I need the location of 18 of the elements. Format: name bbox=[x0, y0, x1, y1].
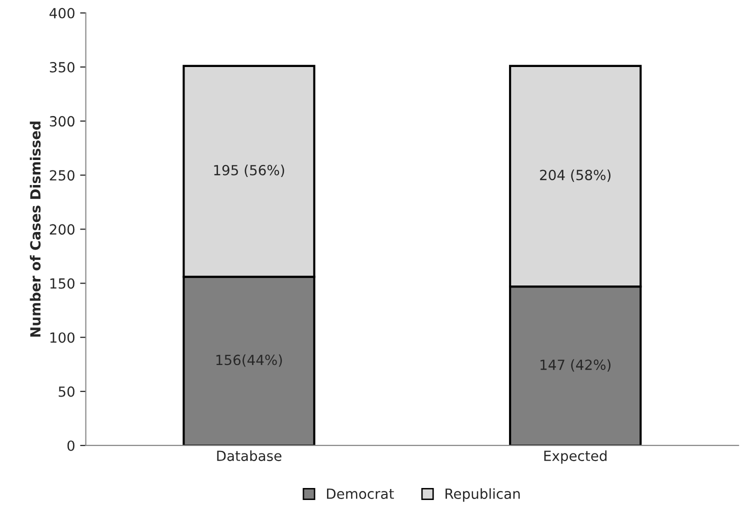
legend-label: Republican bbox=[446, 488, 520, 502]
y-tick-label: 150 bbox=[50, 278, 74, 289]
y-tick-label: 100 bbox=[50, 332, 74, 343]
data-label: 204 (58%) bbox=[540, 170, 610, 182]
data-label: 195 (56%) bbox=[214, 164, 284, 178]
y-tick-label: 250 bbox=[50, 170, 74, 181]
legend-label: Democrat bbox=[327, 488, 394, 500]
data-label: 147 (42%) bbox=[540, 359, 610, 372]
y-tick-label: 300 bbox=[50, 116, 74, 127]
y-tick-label: 0 bbox=[67, 440, 74, 451]
y-tick-label: 200 bbox=[50, 224, 74, 235]
x-tick-label: Database bbox=[217, 450, 282, 462]
x-tick-label: Expected bbox=[544, 450, 606, 464]
y-tick-label: 350 bbox=[50, 62, 74, 72]
y-tick-label: 50 bbox=[58, 386, 74, 397]
data-label: 156(44%) bbox=[216, 354, 282, 367]
y-axis-title: Number of Cases Dismissed bbox=[30, 122, 41, 337]
y-tick-label: 400 bbox=[50, 8, 74, 18]
